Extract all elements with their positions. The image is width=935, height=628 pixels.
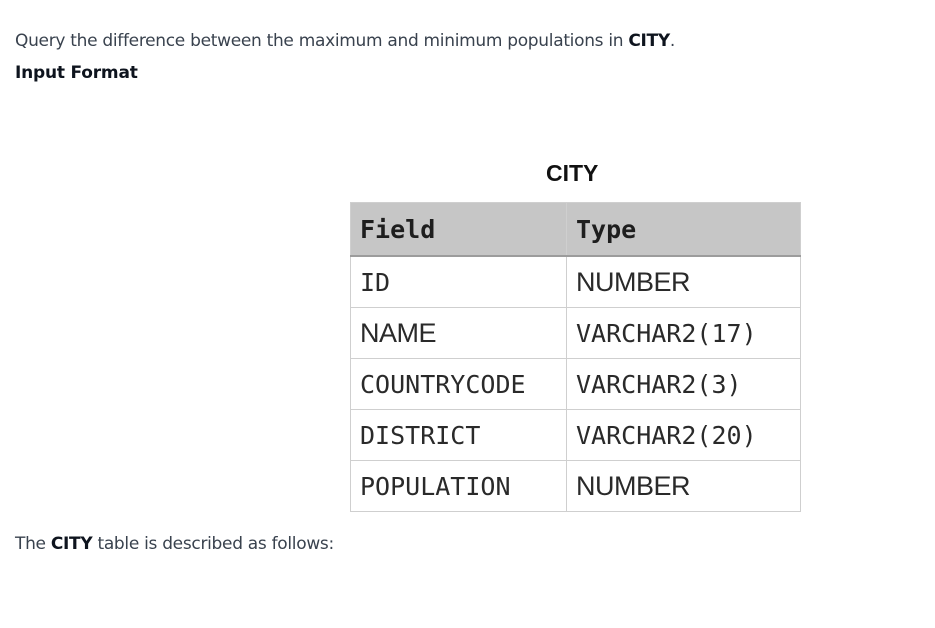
header-type: Type	[566, 202, 801, 257]
type-cell: VARCHAR2(20)	[566, 409, 801, 461]
type-cell: VARCHAR2(17)	[566, 307, 801, 359]
field-cell: COUNTRYCODE	[350, 358, 567, 410]
field-cell: DISTRICT	[350, 409, 567, 461]
input-format-heading: Input Format	[15, 63, 138, 83]
table-description: The CITY table is described as follows:	[15, 534, 334, 554]
table-row: DISTRICT VARCHAR2(20)	[350, 409, 801, 461]
table-name: CITY	[628, 31, 670, 51]
table-row: NAME VARCHAR2(17)	[350, 307, 801, 359]
problem-statement: Query the difference between the maximum…	[15, 31, 675, 51]
header-field: Field	[350, 202, 567, 257]
statement-text: Query the difference between the maximum…	[15, 31, 629, 51]
field-cell: ID	[350, 255, 567, 308]
statement-end: .	[669, 31, 675, 51]
type-cell: NUMBER	[566, 255, 801, 308]
table-row: ID NUMBER	[350, 255, 801, 308]
table-name: CITY	[50, 534, 93, 554]
type-cell: VARCHAR2(3)	[566, 358, 801, 410]
table-row: POPULATION NUMBER	[350, 460, 801, 512]
schema-table: Field Type ID NUMBER NAME VARCHAR2(17) C…	[350, 202, 801, 512]
table-row: COUNTRYCODE VARCHAR2(3)	[350, 358, 801, 410]
description-end: table is described as follows:	[92, 534, 334, 554]
schema-caption: CITY	[546, 160, 599, 186]
field-cell: NAME	[350, 307, 567, 359]
description-text: The	[15, 534, 51, 554]
schema-header-row: Field Type	[350, 202, 801, 257]
field-cell: POPULATION	[350, 460, 567, 512]
type-cell: NUMBER	[566, 460, 801, 512]
